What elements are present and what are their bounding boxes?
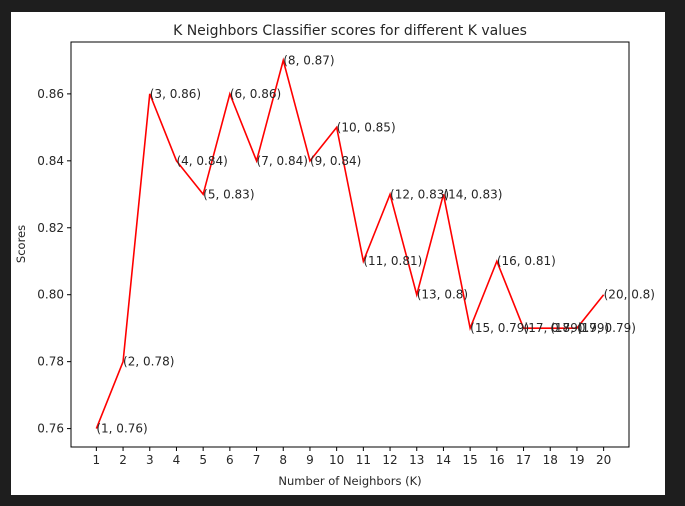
x-tick-label: 13 (409, 453, 424, 467)
y-tick-label: 0.78 (37, 355, 64, 369)
x-tick-label: 11 (356, 453, 371, 467)
data-label: (5, 0.83) (203, 187, 254, 201)
x-tick-label: 16 (489, 453, 504, 467)
y-tick-label: 0.76 (37, 422, 64, 436)
x-tick-label: 12 (382, 453, 397, 467)
data-label: (17, 0.79) (524, 321, 583, 335)
x-axis-title: Number of Neighbors (K) (278, 474, 421, 488)
data-label: (6, 0.86) (230, 87, 281, 101)
x-tick-label: 5 (199, 453, 207, 467)
data-label: (7, 0.84) (257, 154, 308, 168)
x-tick-label: 17 (516, 453, 531, 467)
chart-title: K Neighbors Classifier scores for differ… (173, 23, 527, 39)
series-line (95, 57, 605, 429)
x-tick-label: 8 (279, 453, 287, 467)
data-label: (13, 0.8) (417, 288, 468, 302)
plot-area (70, 41, 630, 448)
x-tick-label: 19 (569, 453, 584, 467)
data-label: (15, 0.79) (470, 321, 529, 335)
data-label: (14, 0.83) (443, 187, 502, 201)
data-label: (8, 0.87) (283, 53, 334, 67)
data-labels: (1, 0.76) (2, 0.78) (3, 0.86) (4, 0.84) (5, … (96, 53, 655, 435)
line-chart: K Neighbors Classifier scores for differ… (14, 23, 655, 488)
x-tick-label: 10 (329, 453, 344, 467)
y-tick-label: 0.80 (37, 288, 64, 302)
y-tick-label: 0.84 (37, 154, 64, 168)
y-axis: 0.76 0.78 0.80 0.82 0.84 0.86 (37, 87, 71, 436)
data-label: (12, 0.83) (390, 187, 449, 201)
data-label: (16, 0.81) (497, 254, 556, 268)
x-tick-label: 4 (173, 453, 181, 467)
x-tick-label: 3 (146, 453, 154, 467)
data-label: (18, 0.79) (550, 321, 609, 335)
x-tick-label: 6 (226, 453, 234, 467)
data-label: (1, 0.76) (96, 422, 147, 436)
x-tick-label: 18 (543, 453, 558, 467)
data-label: (10, 0.85) (337, 120, 396, 134)
data-label: (11, 0.81) (363, 254, 422, 268)
x-tick-label: 2 (119, 453, 127, 467)
chart-figure: K Neighbors Classifier scores for differ… (11, 12, 665, 495)
x-axis: 1 2 3 4 5 6 7 8 9 10 11 12 13 14 15 16 17 18 19 20 (93, 447, 611, 467)
data-label: (19, 0.79) (577, 321, 636, 335)
y-tick-label: 0.82 (37, 221, 64, 235)
x-tick-label: 7 (253, 453, 261, 467)
data-label: (20, 0.8) (604, 288, 655, 302)
x-tick-label: 9 (306, 453, 314, 467)
x-tick-label: 20 (596, 453, 611, 467)
data-label: (3, 0.86) (150, 87, 201, 101)
y-axis-title: Scores (14, 225, 28, 263)
data-label: (4, 0.84) (176, 154, 227, 168)
data-label: (2, 0.78) (123, 355, 174, 369)
x-tick-label: 1 (93, 453, 101, 467)
data-label: (9, 0.84) (310, 154, 361, 168)
x-tick-label: 14 (436, 453, 451, 467)
x-tick-label: 15 (463, 453, 478, 467)
y-tick-label: 0.86 (37, 87, 64, 101)
